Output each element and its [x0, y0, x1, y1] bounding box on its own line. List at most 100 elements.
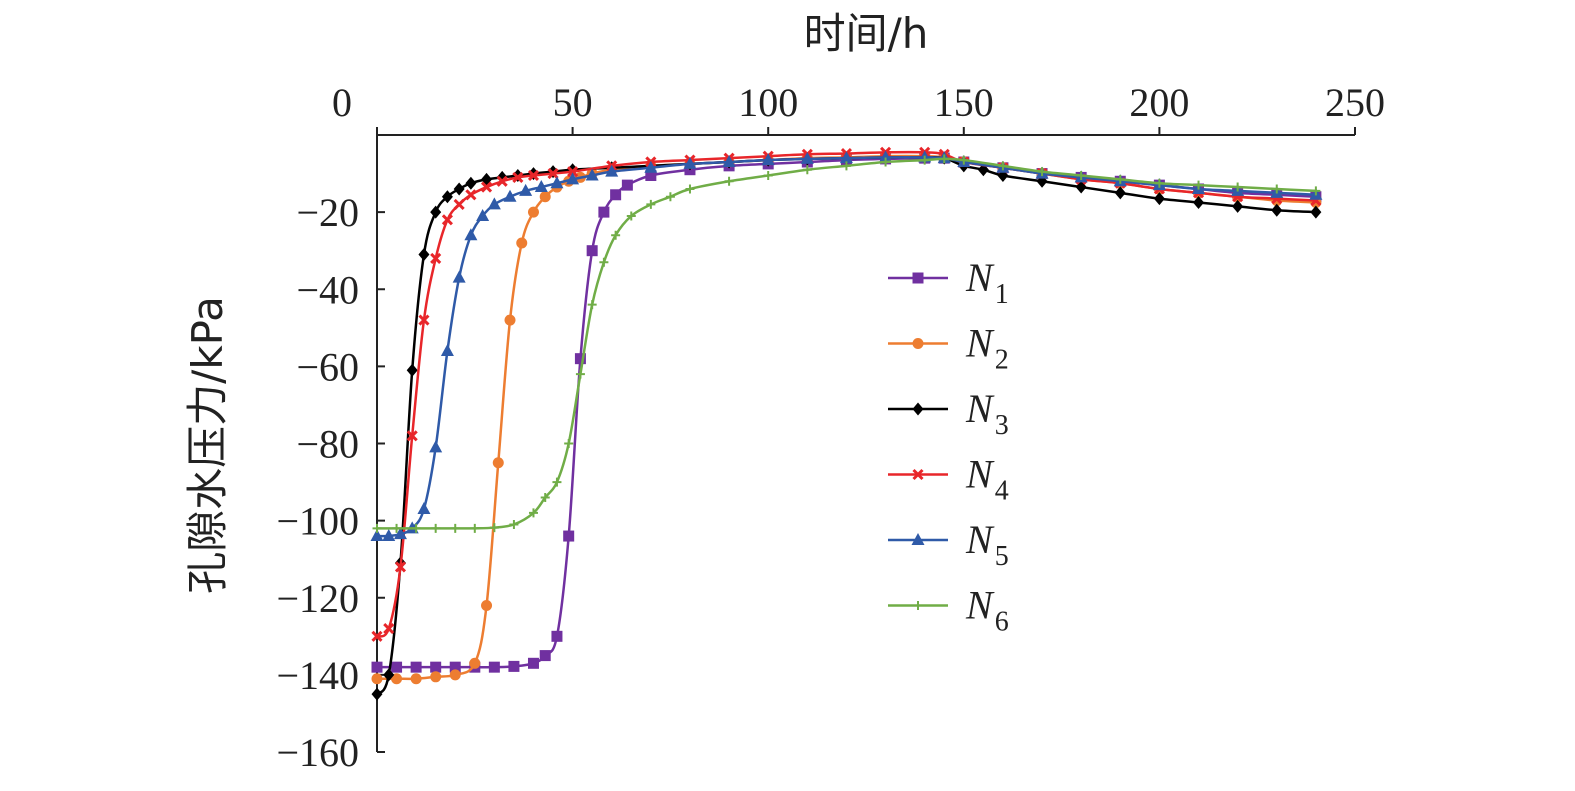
y-tick-label: −20: [296, 190, 359, 235]
series-n5-point: [644, 160, 658, 173]
series-n2-point: [371, 673, 383, 685]
series-n1-line: [376, 156, 1316, 669]
series-n5-point: [519, 183, 533, 196]
series-n2-point: [504, 314, 516, 326]
series-n1-point: [551, 630, 563, 642]
series-n4-point: [496, 175, 508, 187]
series-n2: [371, 150, 1322, 685]
series-n6-point: [1115, 174, 1125, 184]
x-axis-title: 时间/h: [804, 9, 929, 58]
series-n4-point: [394, 561, 407, 573]
series-n5-line: [376, 156, 1316, 538]
series-n4-point: [567, 166, 579, 178]
series-n5-point: [464, 228, 478, 241]
legend-label: N5: [965, 517, 1009, 572]
series-n5-point: [429, 440, 443, 453]
series-n3-point: [453, 182, 465, 196]
series-n3-point: [1114, 186, 1126, 200]
series-n5-point: [761, 153, 775, 166]
axes: [376, 134, 1355, 752]
series-n6-point: [564, 439, 574, 448]
series-n2-point: [410, 673, 422, 685]
series-n4-point: [430, 252, 442, 264]
series-n1-point: [645, 169, 657, 181]
series-n4-point: [512, 171, 524, 183]
series-n4-point: [527, 169, 540, 182]
series-n5-point: [382, 529, 396, 542]
series-n6-point: [802, 165, 812, 175]
y-tick-label: −120: [276, 576, 359, 621]
legend-item-n1: N1: [888, 255, 1009, 310]
legend-subscript: 2: [995, 345, 1009, 376]
series-n6-point: [575, 369, 585, 379]
series-n6-point: [611, 230, 621, 240]
legend-marker: [911, 533, 925, 545]
series-n2-point: [516, 237, 528, 249]
series-n6-point: [1037, 167, 1047, 177]
series-n4: [371, 146, 1322, 642]
series-n2-point: [391, 673, 403, 685]
series-n6-point: [1194, 180, 1204, 190]
series-n3-point: [430, 205, 442, 219]
legend: N1 N2 N3 N4 N5 N6: [888, 255, 1009, 638]
legend-marker: [912, 272, 924, 284]
series-n6-point: [646, 199, 656, 209]
series-n6-point: [540, 492, 550, 502]
legend-item-n3: N3: [888, 386, 1009, 441]
series-n5-point: [566, 172, 580, 185]
legend-subscript: 4: [995, 476, 1009, 507]
y-tick-label: −60: [296, 344, 359, 389]
series-n6-point: [450, 523, 460, 533]
legend-marker: [912, 468, 924, 481]
legend-item-n4: N4: [888, 452, 1009, 507]
series-n2-point: [449, 669, 461, 681]
series-n1-point: [449, 661, 461, 673]
series-n6-point: [665, 192, 675, 202]
series-n2-line: [376, 154, 1316, 681]
series-n2-point: [469, 657, 481, 669]
series-n2-point: [492, 457, 504, 469]
series-n3-point: [1232, 199, 1244, 213]
series-n5-point: [879, 150, 893, 163]
series-n5-point: [800, 151, 814, 164]
series-n6-point: [724, 176, 734, 186]
x-tick-label: 50: [553, 80, 593, 125]
series-n4-point: [547, 168, 559, 180]
series-n4-point: [406, 430, 418, 442]
y-axis-ticks: −20 −40 −60 −80 −100 −120 −140 −160: [276, 190, 385, 775]
series-n3-point: [1310, 205, 1322, 219]
legend-marker: [912, 338, 924, 349]
series-n5-point: [550, 176, 564, 189]
series-n5-point: [487, 197, 501, 210]
series-n6-point: [528, 508, 538, 518]
series-n5-point: [683, 156, 697, 169]
legend-label: N2: [965, 321, 1009, 376]
legend-label: N3: [965, 386, 1009, 441]
series-n6-point: [998, 161, 1008, 171]
series-n6-point: [626, 211, 636, 221]
series-n3-point: [1193, 195, 1205, 209]
series-n6-point: [763, 170, 773, 180]
legend-marker: [912, 402, 924, 416]
y-tick-label: −80: [296, 422, 359, 467]
series-n4-point: [480, 181, 493, 193]
series-n6-point: [1076, 170, 1086, 180]
series-n5-point: [722, 154, 736, 167]
series-n6-point: [470, 523, 480, 533]
series-n1-point: [586, 245, 598, 257]
series-n1-point: [488, 661, 500, 673]
legend-subscript: 1: [995, 279, 1009, 310]
x-tick-label: 250: [1325, 80, 1385, 125]
series-n6-line: [377, 157, 1316, 530]
series-n3: [371, 150, 1322, 701]
series-n6-point: [1311, 186, 1321, 196]
series-n6-point: [587, 300, 597, 310]
series-n1-point: [527, 657, 539, 669]
series-n6-point: [599, 257, 609, 267]
series-n5-point: [534, 180, 548, 193]
series-n6: [372, 154, 1321, 533]
series-n5-point: [440, 343, 454, 356]
series-n6-point: [685, 184, 695, 194]
series-n4-point: [371, 630, 383, 642]
series-n6-point: [372, 523, 382, 533]
